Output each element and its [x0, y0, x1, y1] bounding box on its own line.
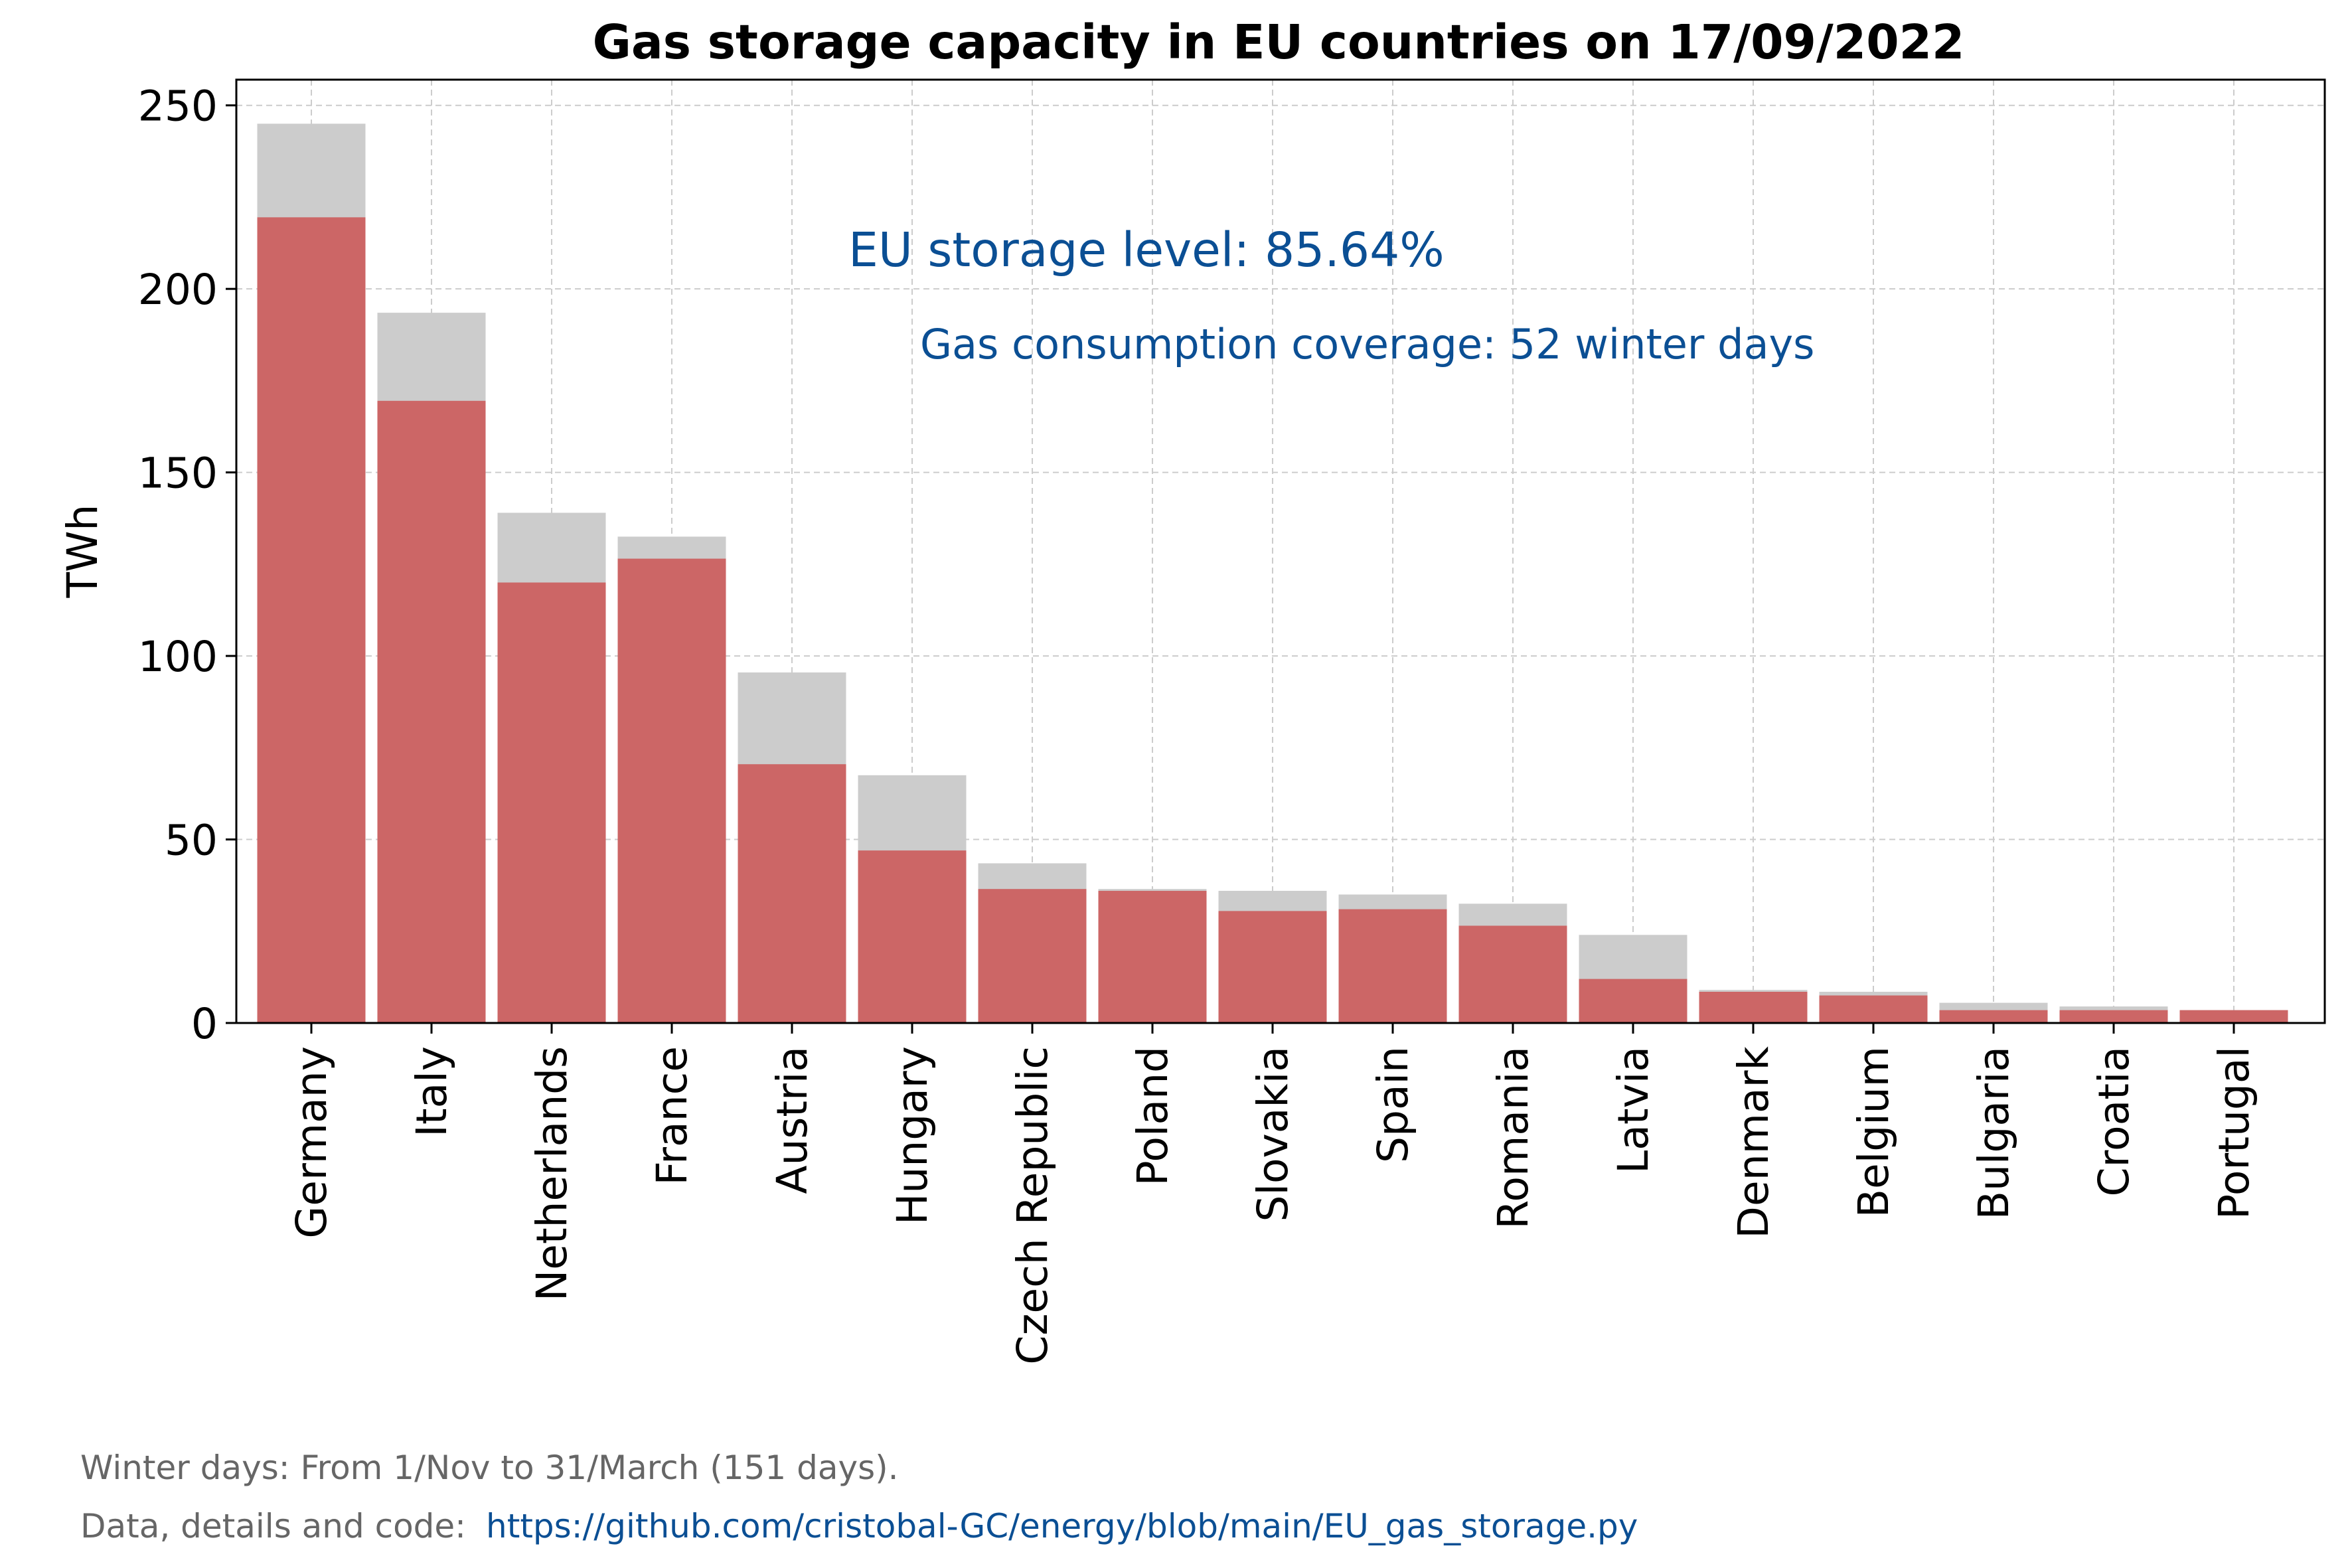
chart-title: Gas storage capacity in EU countries on … — [593, 15, 1965, 70]
bar-stored-austria — [738, 764, 846, 1023]
y-tick-label: 150 — [138, 449, 218, 498]
y-tick-label: 100 — [138, 633, 218, 681]
x-tick-label: Hungary — [888, 1046, 937, 1225]
bar-stored-spain — [1338, 909, 1447, 1023]
x-tick-label: Germany — [287, 1046, 336, 1239]
x-tick-label: Croatia — [2090, 1046, 2138, 1196]
bar-stored-poland — [1098, 890, 1207, 1023]
source-label: Data, details and code: — [80, 1507, 467, 1545]
x-axis: Germany Italy Netherlands France Austria Hung… — [287, 1023, 2258, 1365]
bar-stored-italy — [377, 400, 486, 1023]
bar-stored-france — [617, 558, 726, 1023]
bar-stored-belgium — [1819, 995, 1928, 1023]
y-tick-label: 0 — [191, 1000, 218, 1048]
x-tick-label: Italy — [408, 1046, 456, 1137]
y-axis: 0 50 100 150 200 250 — [138, 82, 236, 1048]
x-tick-label: Czech Republic — [1008, 1046, 1057, 1365]
x-tick-label: Latvia — [1609, 1046, 1658, 1174]
x-tick-label: Portugal — [2210, 1046, 2258, 1219]
x-tick-label: Belgium — [1849, 1046, 1898, 1217]
x-tick-label: Romania — [1489, 1046, 1537, 1229]
winter-days-note: Winter days: From 1/Nov to 31/March (151… — [80, 1449, 899, 1487]
source-line: Data, details and code: https://github.co… — [80, 1507, 1638, 1545]
y-tick-label: 50 — [165, 817, 218, 865]
bar-stored-latvia — [1579, 979, 1687, 1023]
x-tick-label: France — [648, 1046, 696, 1186]
bar-stored-czech-republic — [978, 889, 1087, 1023]
bar-stored-hungary — [858, 850, 967, 1023]
x-tick-label: Spain — [1369, 1046, 1417, 1163]
y-tick-label: 200 — [138, 266, 218, 314]
plot-frame — [235, 78, 2326, 1024]
bar-stored-bulgaria — [1939, 1010, 2048, 1023]
x-tick-label: Poland — [1129, 1046, 1177, 1186]
x-tick-label: Slovakia — [1249, 1046, 1297, 1222]
bars — [257, 123, 2288, 1023]
bar-stored-germany — [257, 217, 366, 1023]
coverage-annotation: Gas consumption coverage: 52 winter days — [920, 320, 1814, 368]
bar-stored-portugal — [2179, 1010, 2288, 1023]
x-tick-label: Denmark — [1729, 1046, 1778, 1238]
bar-stored-croatia — [2059, 1010, 2168, 1023]
y-axis-label: TWh — [58, 505, 107, 599]
y-tick-label: 250 — [138, 82, 218, 131]
source-link[interactable]: https://github.com/cristobal-GC/energy/b… — [486, 1507, 1638, 1545]
bar-stored-denmark — [1699, 992, 1808, 1023]
storage-level-annotation: EU storage level: 85.64% — [848, 222, 1445, 277]
bar-stored-romania — [1458, 925, 1567, 1023]
x-tick-label: Bulgaria — [1970, 1046, 2018, 1219]
x-tick-label: Netherlands — [528, 1046, 576, 1301]
bar-stored-slovakia — [1218, 911, 1327, 1023]
x-tick-label: Austria — [768, 1046, 817, 1194]
bar-stored-netherlands — [497, 582, 606, 1023]
